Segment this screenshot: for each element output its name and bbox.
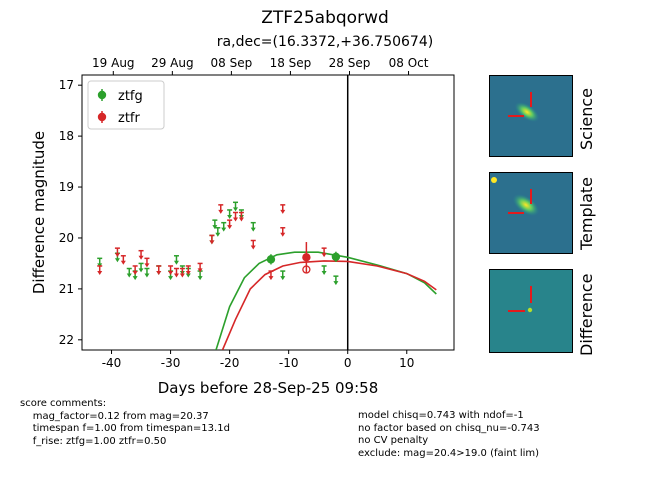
upper-limit-arrowhead bbox=[132, 270, 138, 275]
top-tick-label: 19 Aug bbox=[92, 56, 135, 70]
upper-limit-arrowhead bbox=[144, 263, 150, 268]
upper-limit-arrowhead bbox=[218, 209, 224, 214]
x-tick-label: 0 bbox=[344, 356, 352, 370]
upper-limit-arrowhead bbox=[238, 217, 244, 222]
upper-limit-arrowhead bbox=[321, 270, 327, 275]
upper-limit-arrowhead bbox=[120, 260, 126, 265]
plot-frame bbox=[81, 74, 455, 351]
fit-curve-ztfg bbox=[215, 251, 437, 350]
detection-point-ztfr bbox=[302, 253, 311, 262]
legend-box bbox=[87, 80, 165, 130]
x-tick-label: 10 bbox=[399, 356, 414, 370]
comment-line: no factor based on chisq_nu=-0.743 bbox=[358, 422, 540, 434]
upper-limit-arrowhead bbox=[179, 273, 185, 278]
comment-line: mag_factor=0.12 from mag=20.37 bbox=[20, 410, 209, 422]
upper-limit-arrowhead bbox=[197, 276, 203, 281]
legend-label-ztfg: ztfg bbox=[118, 89, 143, 104]
upper-limit-arrowhead bbox=[156, 270, 162, 275]
upper-limit-arrowhead bbox=[227, 225, 233, 230]
upper-limit-arrowhead bbox=[173, 260, 179, 265]
upper-limit-arrowhead bbox=[209, 240, 215, 245]
fit-curve-ztfr bbox=[221, 260, 437, 350]
upper-limit-arrowhead bbox=[114, 253, 120, 258]
science-label: Science bbox=[577, 87, 596, 150]
upper-limit-arrowhead bbox=[168, 276, 174, 281]
upper-limit-arrowhead bbox=[168, 270, 174, 275]
upper-limit-arrowhead bbox=[268, 276, 274, 281]
difference-image bbox=[490, 270, 572, 352]
upper-limit-arrowhead bbox=[138, 255, 144, 260]
chart-title: ZTF25abqorwd bbox=[261, 8, 389, 28]
template-label: Template bbox=[577, 176, 596, 250]
upper-limit-arrowhead bbox=[233, 217, 239, 222]
upper-limit-arrowhead bbox=[126, 273, 132, 278]
y-tick-label: 19 bbox=[59, 180, 74, 194]
upper-limit-arrowhead bbox=[333, 281, 339, 286]
upper-limit-arrowhead bbox=[233, 207, 239, 212]
upper-limit-arrowhead bbox=[138, 268, 144, 273]
detection-point-ztfg bbox=[266, 255, 276, 264]
x-tick-label: -10 bbox=[279, 356, 299, 370]
comment-line: f_rise: ztfg=1.00 ztfr=0.50 bbox=[20, 435, 167, 447]
y-tick-label: 22 bbox=[59, 333, 74, 347]
upper-limit-arrowhead bbox=[280, 276, 286, 281]
chart-subtitle: ra,dec=(16.3372,+36.750674) bbox=[216, 34, 434, 50]
upper-limit-arrowhead bbox=[173, 273, 179, 278]
difference-stamp bbox=[489, 269, 573, 353]
upper-limit-arrowhead bbox=[185, 270, 191, 275]
top-tick-label: 08 Oct bbox=[389, 56, 429, 70]
x-axis-label: Days before 28-Sep-25 09:58 bbox=[158, 379, 379, 397]
y-tick-label: 20 bbox=[59, 231, 74, 245]
top-tick-label: 18 Sep bbox=[270, 56, 312, 70]
comment-line: no CV penalty bbox=[358, 435, 429, 446]
science-image bbox=[490, 76, 572, 156]
difference-label: Difference bbox=[577, 273, 596, 356]
template-image bbox=[490, 173, 572, 253]
legend-marker-ztfr bbox=[97, 112, 107, 122]
comment-line: model chisq=0.743 with ndof=-1 bbox=[358, 410, 524, 421]
upper-limit-arrowhead bbox=[250, 227, 256, 232]
upper-limit-arrowhead bbox=[227, 214, 233, 219]
top-tick-label: 28 Sep bbox=[329, 56, 371, 70]
upper-limit-arrowhead bbox=[144, 273, 150, 278]
x-tick-label: -20 bbox=[220, 356, 240, 370]
comment-line: score comments: bbox=[20, 398, 107, 409]
top-tick-label: 08 Sep bbox=[211, 56, 253, 70]
y-tick-label: 17 bbox=[59, 78, 74, 92]
legend-label-ztfr: ztfr bbox=[118, 111, 140, 126]
score-comments-right: model chisq=0.743 with ndof=-1 no factor… bbox=[358, 410, 540, 460]
upper-limit-arrowhead bbox=[97, 270, 103, 275]
upper-limit-arrowhead bbox=[185, 273, 191, 278]
upper-limit-arrowhead bbox=[280, 232, 286, 237]
comment-line: timespan f=1.00 from timespan=13.1d bbox=[20, 423, 230, 434]
detection-point-ztfg bbox=[331, 252, 341, 262]
upper-limit-arrowhead bbox=[250, 245, 256, 250]
upper-limit-arrowhead bbox=[215, 232, 221, 237]
comment-line: exclude: mag=20.4>19.0 (faint lim) bbox=[358, 447, 540, 459]
upper-limit-arrowhead bbox=[221, 227, 227, 232]
upper-limit-arrowhead bbox=[132, 276, 138, 281]
upper-limit-arrowhead bbox=[212, 225, 218, 230]
x-tick-label: -30 bbox=[161, 356, 181, 370]
upper-limit-arrowhead bbox=[280, 209, 286, 214]
y-axis-label: Difference magnitude bbox=[30, 131, 48, 294]
x-tick-label: -40 bbox=[102, 356, 122, 370]
score-comments-left: score comments: mag_factor=0.12 from mag… bbox=[20, 398, 230, 448]
upper-limit-arrowhead bbox=[114, 258, 120, 263]
science-stamp bbox=[489, 75, 573, 157]
y-tick-label: 18 bbox=[59, 129, 74, 143]
template-stamp bbox=[489, 172, 573, 254]
legend-marker-ztfg bbox=[97, 90, 107, 100]
upper-limit-arrowhead bbox=[197, 268, 203, 273]
upper-limit-arrowhead bbox=[321, 253, 327, 258]
top-tick-label: 29 Aug bbox=[151, 56, 194, 70]
y-tick-label: 21 bbox=[59, 282, 74, 296]
